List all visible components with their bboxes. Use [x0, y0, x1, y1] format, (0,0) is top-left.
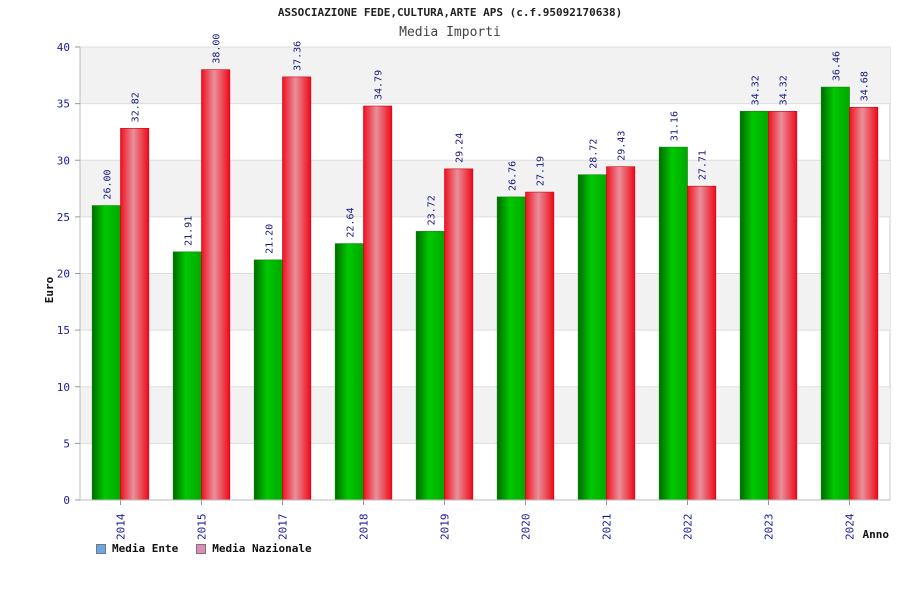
bar-value-label: 26.00 — [102, 169, 113, 199]
y-tick-label: 25 — [57, 211, 70, 224]
bar-value-label: 23.72 — [426, 195, 437, 225]
bar-value-label: 27.19 — [536, 156, 547, 186]
bar-value-label: 36.46 — [831, 51, 842, 81]
x-tick-label: 2020 — [520, 514, 533, 541]
bar — [849, 106, 879, 501]
y-tick-label: 40 — [57, 41, 70, 54]
bar-value-label: 37.36 — [293, 41, 304, 71]
y-axis-label: Euro — [43, 276, 56, 303]
x-tick-label: 2018 — [358, 514, 371, 541]
x-tick-label: 2019 — [439, 514, 452, 541]
y-tick-label: 35 — [57, 98, 70, 111]
bar — [363, 105, 393, 501]
bars: 26.00 32.82 21.91 38.00 21.20 37.36 22.64 34.79… — [91, 34, 879, 501]
bar-value-label: 21.91 — [183, 216, 194, 246]
bar-value-label: 29.43 — [617, 131, 628, 161]
bar — [525, 191, 555, 501]
x-tick-label: 2023 — [763, 514, 776, 541]
y-tick-label: 30 — [57, 154, 70, 167]
bar-value-label: 27.71 — [698, 150, 709, 180]
bar — [282, 76, 312, 501]
bar-value-label: 22.64 — [345, 207, 356, 237]
bar-value-label: 34.32 — [750, 75, 761, 105]
x-axis: 2014 2015 2017 2018 2019 2020 2021 2022 2023 2024 — [80, 499, 890, 541]
y-tick-label: 0 — [63, 494, 70, 507]
bar-value-label: 31.16 — [669, 111, 680, 141]
chart-title: ASSOCIAZIONE FEDE,CULTURA,ARTE APS (c.f.… — [277, 6, 623, 19]
bar — [820, 86, 850, 501]
bar — [739, 111, 769, 501]
chart-subtitle: Media Importi — [399, 25, 501, 40]
bar — [120, 128, 150, 501]
bar-value-label: 29.24 — [455, 133, 466, 163]
bar — [658, 146, 688, 501]
legend-label: Media Nazionale — [212, 542, 312, 555]
bar-value-label: 34.68 — [860, 71, 871, 101]
bar-value-label: 34.79 — [374, 70, 385, 100]
bar — [687, 185, 717, 501]
y-tick-label: 5 — [63, 437, 70, 450]
bar-value-label: 38.00 — [212, 34, 223, 64]
y-tick-label: 20 — [57, 268, 70, 281]
legend-item-media-ente: Media Ente — [96, 542, 178, 555]
bar — [91, 205, 121, 501]
legend-label: Media Ente — [112, 542, 179, 555]
bar — [415, 231, 445, 501]
legend-swatch — [96, 543, 106, 554]
bar-value-label: 21.20 — [264, 224, 275, 254]
bar — [253, 259, 283, 501]
y-tick-label: 15 — [57, 324, 70, 337]
y-tick-label: 10 — [57, 381, 70, 394]
bar-value-label: 26.76 — [507, 161, 518, 191]
bar — [496, 196, 526, 501]
bar — [768, 111, 798, 501]
x-tick-label: 2021 — [601, 514, 614, 541]
bar-value-label: 32.82 — [131, 92, 142, 122]
x-tick-label: 2015 — [196, 514, 209, 541]
y-axis: 0 5 10 15 20 25 30 35 40 — [57, 41, 81, 507]
x-tick-label: 2024 — [844, 513, 857, 540]
x-tick-label: 2014 — [115, 513, 128, 540]
legend-item-media-nazionale: Media Nazionale — [196, 542, 312, 555]
bar — [577, 174, 607, 501]
legend: Media Ente Media Nazionale — [96, 542, 312, 555]
bar — [334, 243, 364, 501]
x-axis-label: Anno — [863, 528, 890, 541]
bar — [444, 168, 474, 501]
x-tick-label: 2022 — [682, 514, 695, 541]
x-tick-label: 2017 — [277, 514, 290, 541]
bar — [606, 166, 636, 501]
bar-value-label: 34.32 — [779, 75, 790, 105]
bar — [201, 69, 231, 501]
bar — [172, 251, 202, 501]
bar-value-label: 28.72 — [588, 139, 599, 169]
legend-swatch — [196, 543, 207, 554]
